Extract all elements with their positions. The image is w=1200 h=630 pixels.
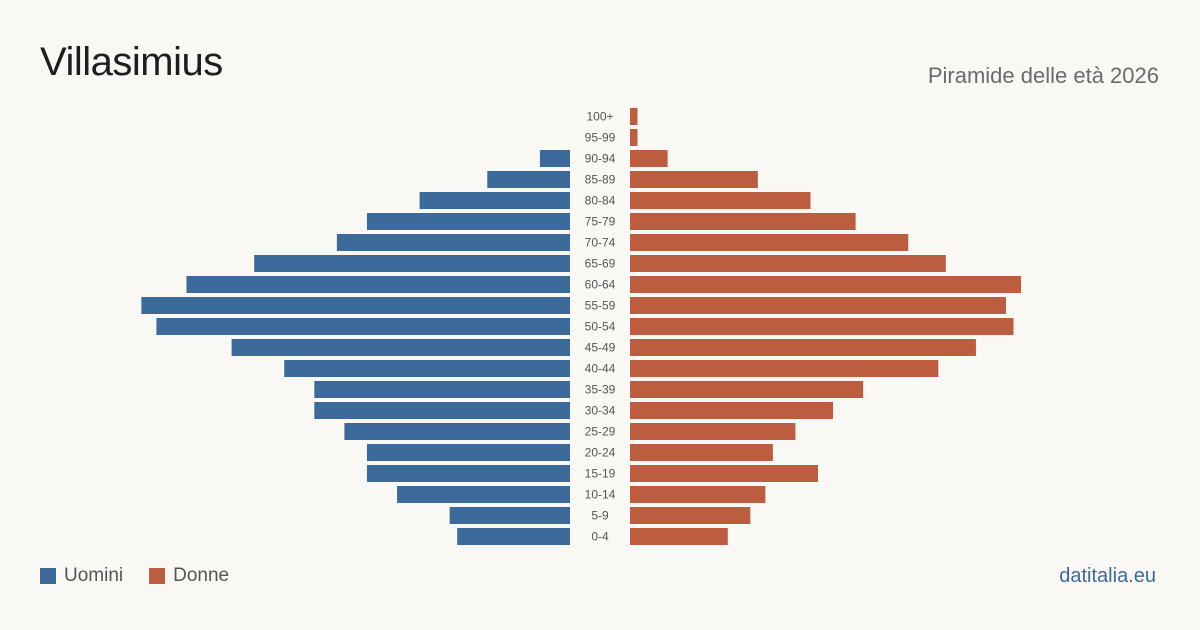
age-label-45-49: 45-49	[585, 341, 616, 355]
bar-men-75-79	[366, 213, 570, 230]
bar-women-5-9	[630, 507, 751, 524]
bar-men-90-94	[539, 150, 570, 167]
source-link[interactable]: datitalia.eu	[1059, 565, 1156, 587]
age-label-65-69: 65-69	[585, 257, 616, 271]
age-label-40-44: 40-44	[585, 362, 616, 376]
chart-subtitle: Piramide delle età 2026	[927, 63, 1159, 88]
bar-men-50-54	[156, 318, 570, 335]
bar-men-65-69	[254, 255, 570, 272]
bar-women-90-94	[630, 150, 668, 167]
age-label-55-59: 55-59	[585, 299, 616, 313]
bar-men-85-89	[487, 171, 570, 188]
age-label-70-74: 70-74	[585, 236, 616, 250]
bar-women-10-14	[630, 486, 766, 503]
legend-item-women: Donne	[149, 565, 229, 587]
age-label-100+: 100+	[586, 110, 613, 124]
age-label-80-84: 80-84	[585, 194, 616, 208]
bar-men-25-29	[344, 423, 570, 440]
age-label-60-64: 60-64	[585, 278, 616, 292]
bar-women-80-84	[630, 192, 811, 209]
bar-men-5-9	[449, 507, 570, 524]
bar-men-15-19	[366, 465, 570, 482]
age-label-90-94: 90-94	[585, 152, 616, 166]
bar-women-50-54	[630, 318, 1014, 335]
legend-label-women: Donne	[173, 565, 230, 586]
age-label-15-19: 15-19	[585, 467, 616, 481]
bar-women-35-39	[630, 381, 864, 398]
bar-women-40-44	[630, 360, 939, 377]
bar-women-25-29	[630, 423, 796, 440]
bar-men-60-64	[186, 276, 571, 293]
bar-women-45-49	[630, 339, 976, 356]
age-label-35-39: 35-39	[585, 383, 616, 397]
bar-men-30-34	[314, 402, 570, 419]
bar-women-100+	[630, 108, 638, 125]
bar-women-75-79	[630, 213, 856, 230]
age-label-25-29: 25-29	[585, 425, 616, 439]
age-label-5-9: 5-9	[591, 509, 609, 523]
age-label-95-99: 95-99	[585, 131, 616, 145]
age-label-30-34: 30-34	[585, 404, 616, 418]
bar-women-30-34	[630, 402, 834, 419]
bar-men-35-39	[314, 381, 570, 398]
bar-women-85-89	[630, 171, 758, 188]
bar-women-65-69	[630, 255, 946, 272]
legend-item-men: Uomini	[40, 565, 123, 587]
bar-men-0-4	[457, 528, 570, 545]
chart-title: Villasimius	[40, 40, 223, 84]
bar-women-60-64	[630, 276, 1022, 293]
bar-women-70-74	[630, 234, 909, 251]
bar-men-40-44	[284, 360, 570, 377]
legend-swatch-women	[149, 568, 166, 584]
bar-women-55-59	[630, 297, 1006, 314]
legend: Uomini Donne	[40, 565, 229, 587]
bar-women-15-19	[630, 465, 818, 482]
legend-label-men: Uomini	[64, 565, 124, 586]
age-label-75-79: 75-79	[585, 215, 616, 229]
bar-men-20-24	[366, 444, 570, 461]
age-label-0-4: 0-4	[591, 530, 609, 544]
bar-men-70-74	[336, 234, 570, 251]
bar-women-95-99	[630, 129, 638, 146]
bar-men-10-14	[397, 486, 570, 503]
age-label-85-89: 85-89	[585, 173, 616, 187]
age-label-50-54: 50-54	[585, 320, 616, 334]
bar-women-0-4	[630, 528, 728, 545]
bar-women-20-24	[630, 444, 773, 461]
bar-men-45-49	[231, 339, 570, 356]
age-label-10-14: 10-14	[585, 488, 616, 502]
bar-men-80-84	[419, 192, 570, 209]
age-label-20-24: 20-24	[585, 446, 616, 460]
legend-swatch-men	[40, 568, 56, 584]
bar-men-55-59	[141, 297, 571, 314]
